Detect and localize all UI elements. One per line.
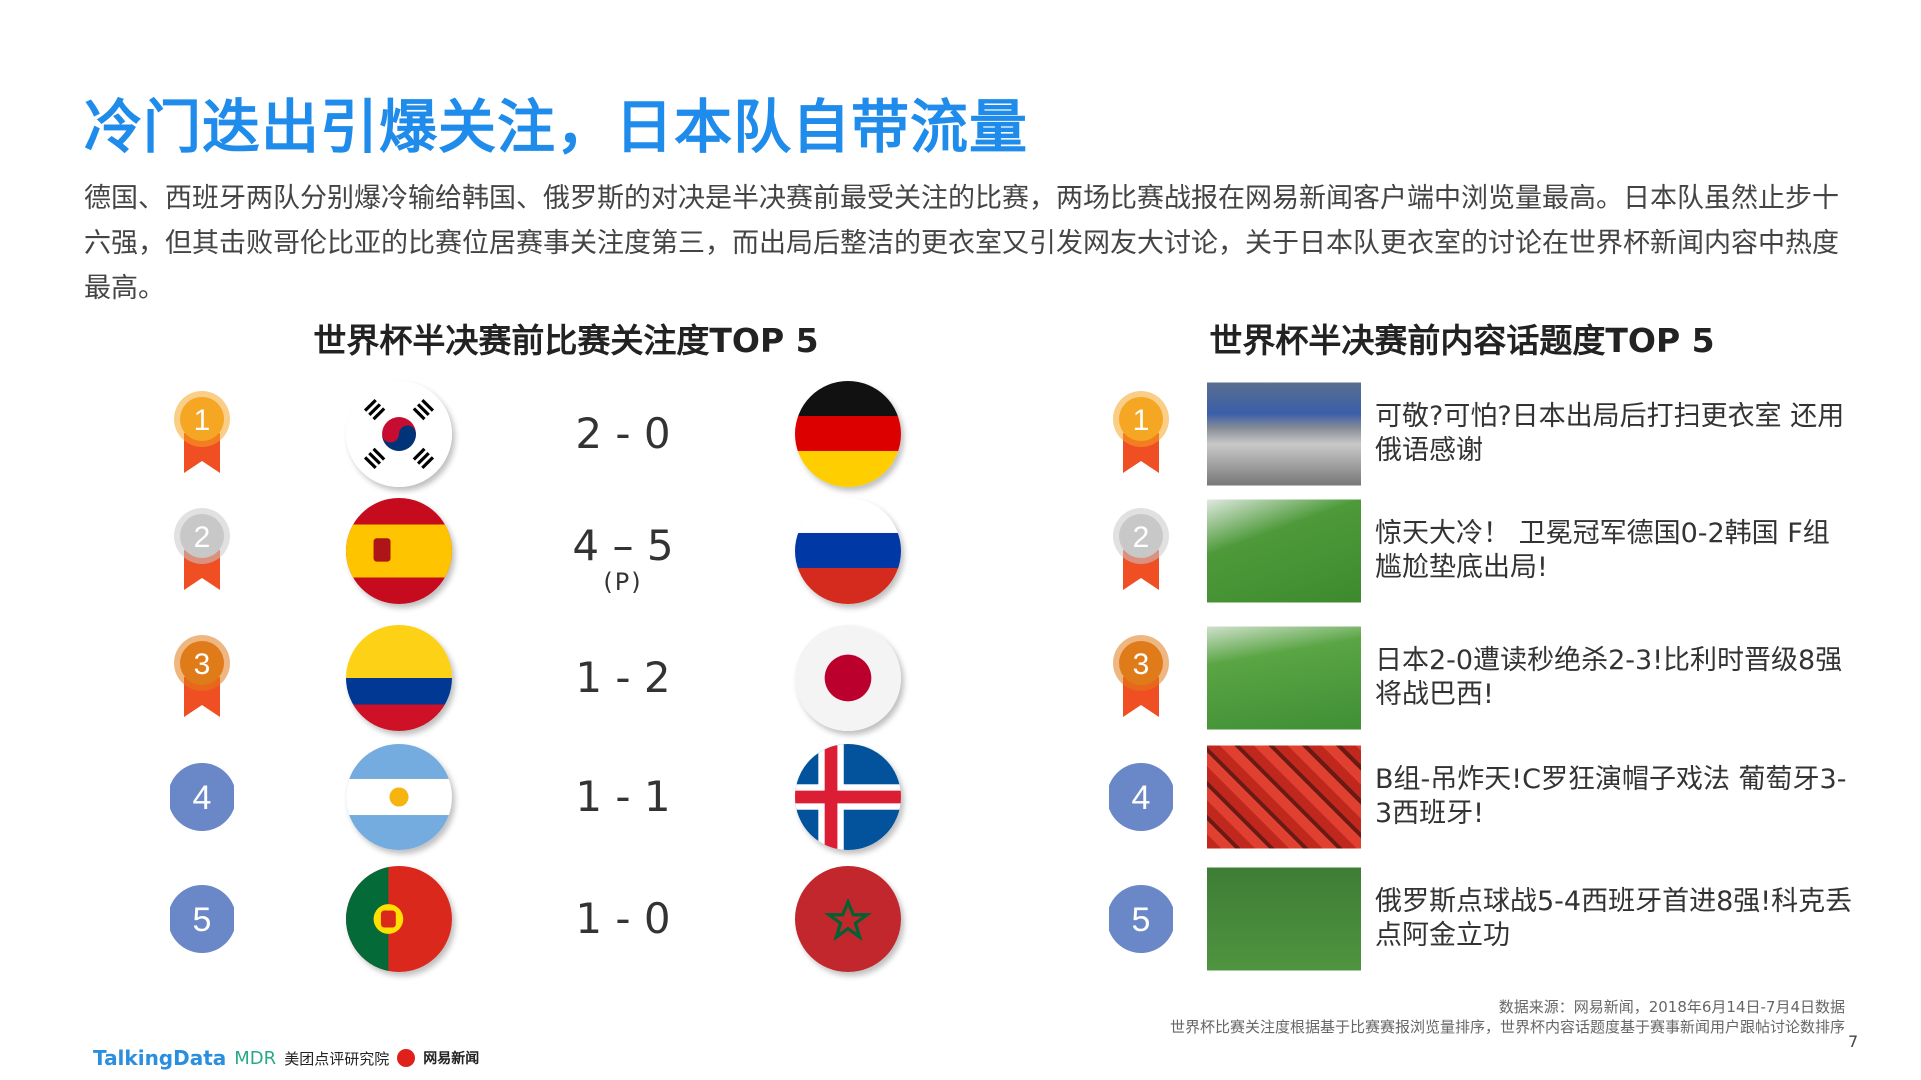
rank-1-match-medal-icon: 1	[170, 389, 234, 479]
news-headline-link[interactable]: B组-吊炸天!C罗狂演帽子戏法 葡萄牙3-3西班牙!	[1375, 764, 1847, 829]
svg-text:1: 1	[194, 404, 211, 437]
match-score: 1 - 2	[575, 655, 670, 701]
svg-text:5: 5	[1132, 901, 1151, 939]
news-thumbnail[interactable]	[1207, 745, 1361, 849]
svg-text:4: 4	[1132, 779, 1151, 817]
data-source: 数据来源：网易新闻，2018年6月14日-7月4日数据	[1498, 998, 1845, 1016]
description: 德国、西班牙两队分别爆冷输给韩国、俄罗斯的对决是半决赛前最受关注的比赛，两场比赛…	[84, 183, 1839, 304]
rank-3-match-medal-icon: 3	[170, 633, 234, 723]
flag-morocco-icon	[795, 866, 901, 972]
news-thumbnail[interactable]	[1207, 382, 1361, 486]
svg-text:3: 3	[194, 648, 211, 681]
rank-2-topic-medal-icon: 2	[1109, 506, 1173, 596]
netease-logo: 网易新闻	[423, 1051, 480, 1067]
match-score: 4 – 5 (P)	[572, 521, 674, 596]
svg-text:4: 4	[193, 779, 212, 817]
svg-text:3: 3	[1133, 648, 1150, 681]
svg-text:1: 1	[1133, 404, 1150, 437]
rank-5-topic-medal-icon: 5	[1107, 874, 1175, 964]
meituan-logo: 美团点评研究院	[284, 1049, 390, 1068]
talkingdata-logo: TalkingData	[93, 1046, 227, 1070]
rank-5-match-medal-icon: 5	[168, 874, 236, 964]
penalty-note: (P)	[603, 568, 643, 596]
score-value: 1 - 2	[575, 653, 671, 702]
method-note: 世界杯比赛关注度根据基于比赛赛报浏览量排序，世界杯内容话题度基于赛事新闻用户跟帖…	[1169, 1018, 1845, 1036]
match-score: 2 - 0	[575, 411, 670, 457]
mdr-logo: MDR	[234, 1047, 277, 1069]
svg-text:5: 5	[193, 901, 212, 939]
page-number: 7	[1848, 1032, 1859, 1051]
news-headline-link[interactable]: 可敬?可怕?日本出局后打扫更衣室 还用俄语感谢	[1375, 401, 1845, 466]
flag-japan-icon	[795, 625, 901, 731]
news-headline-link[interactable]: 日本2-0遭读秒绝杀2-3!比利时晋级8强将战巴西!	[1375, 645, 1843, 710]
flag-spain-icon	[346, 498, 452, 604]
page-title: 冷门迭出引爆关注，日本队自带流量	[84, 93, 1029, 161]
left-heading: 世界杯半决赛前比赛关注度TOP 5	[313, 321, 819, 360]
flag-russia-icon	[795, 498, 901, 604]
score-value: 4 – 5	[572, 521, 674, 570]
rank-3-topic-medal-icon: 3	[1109, 633, 1173, 723]
rank-4-match-medal-icon: 4	[168, 752, 236, 842]
news-thumbnail[interactable]	[1207, 499, 1361, 603]
rank-1-topic-medal-icon: 1	[1109, 389, 1173, 479]
flag-argentina-icon	[346, 744, 452, 850]
match-score: 1 - 1	[575, 774, 670, 820]
news-headline-link[interactable]: 俄罗斯点球战5-4西班牙首进8强!科克丢点阿金立功	[1375, 886, 1853, 951]
match-score: 1 - 0	[575, 896, 670, 942]
rank-4-topic-medal-icon: 4	[1107, 752, 1175, 842]
score-value: 1 - 0	[575, 894, 671, 943]
news-thumbnail[interactable]	[1207, 867, 1361, 971]
flag-portugal-icon	[346, 866, 452, 972]
rank-2-match-medal-icon: 2	[170, 506, 234, 596]
right-heading: 世界杯半决赛前内容话题度TOP 5	[1209, 321, 1715, 360]
flag-korea-icon	[346, 381, 452, 487]
flag-iceland-icon	[795, 744, 901, 850]
score-value: 2 - 0	[575, 409, 671, 458]
logo-bar: TalkingData MDR 美团点评研究院 网易新闻	[93, 1046, 479, 1070]
score-value: 1 - 1	[575, 772, 671, 821]
news-headline-link[interactable]: 惊天大冷！ 卫冕冠军德国0-2韩国 F组尴尬垫底出局!	[1375, 518, 1830, 583]
news-thumbnail[interactable]	[1207, 626, 1361, 730]
svg-text:2: 2	[1133, 521, 1150, 554]
netease-icon	[397, 1049, 416, 1067]
flag-germany-icon	[795, 381, 901, 487]
svg-text:2: 2	[194, 521, 211, 554]
flag-colombia-icon	[346, 625, 452, 731]
